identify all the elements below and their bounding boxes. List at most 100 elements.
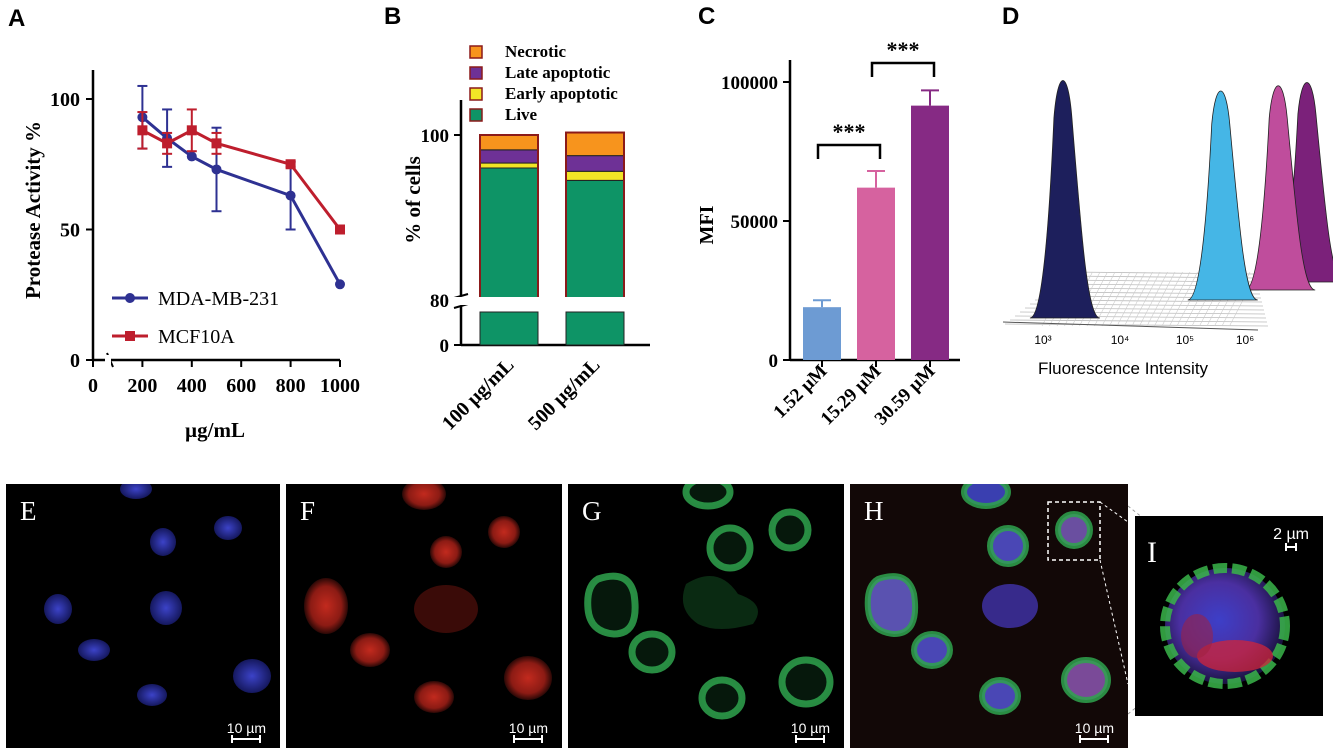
b-legend-label: Necrotic	[505, 42, 566, 61]
panel-b-stacked-bar-chart: % of cells 0 80 100 100 µg/mL 500 µg/mL Necr…	[401, 42, 670, 435]
a-point	[335, 224, 345, 235]
d-grid-line	[1116, 271, 1146, 327]
scale-bar-e: 10 µm	[227, 720, 266, 743]
a-point	[285, 159, 296, 170]
c-y-tick-label: 100000	[721, 73, 778, 94]
b-y-tick-label: 0	[440, 336, 450, 357]
d-grid-line	[1004, 323, 1269, 327]
panel-label-b: B	[384, 3, 401, 30]
c-y-label: MFI	[696, 205, 718, 244]
a-x-tick-label: 0	[88, 375, 98, 397]
panel-label-d: D	[1002, 3, 1019, 30]
c-significance-label: ***	[833, 119, 866, 144]
a-x-label: µg/mL	[185, 418, 245, 442]
d-grid-line	[1131, 271, 1161, 327]
d-x-label: Fluorescence Intensity	[1038, 359, 1209, 378]
a-x-tick-label: 200	[127, 375, 157, 397]
panel-a-line-chart: Protease Activity % µg/mL 0 50 1000 200 400 6…	[21, 70, 360, 442]
b-bar-segment	[479, 149, 539, 164]
micrograph-h-merged: H 10 µm	[850, 484, 1128, 748]
b-legend-label: Early apoptotic	[505, 84, 618, 103]
c-significance-bracket	[870, 61, 936, 77]
a-legend-marker	[125, 331, 135, 341]
micrograph-g-green: G 10 µm	[568, 484, 844, 748]
b-bar-segment	[479, 162, 539, 169]
micrograph-f-red: F 10 µm	[286, 484, 562, 748]
panel-label-a: A	[8, 5, 25, 32]
a-x-tick-label: 1000	[320, 375, 360, 397]
panel-label-f: F	[300, 496, 316, 526]
c-bar	[803, 307, 841, 360]
d-grid-line	[1124, 271, 1153, 327]
d-x-axis	[1002, 321, 1259, 331]
a-point	[186, 151, 197, 162]
scale-bar-h: 10 µm	[1075, 720, 1114, 743]
d-grid-line	[1169, 271, 1198, 327]
b-bar-segment	[479, 134, 539, 151]
d-grid-line	[1161, 271, 1191, 327]
panel-label-h: H	[864, 496, 884, 526]
panel-label-c: C	[698, 3, 715, 30]
d-grid-line	[1009, 319, 1268, 323]
a-x-tick-label: 800	[276, 375, 306, 397]
a-series-line	[141, 116, 342, 286]
d-histogram-peak	[1245, 85, 1316, 291]
panel-d-histogram-overlay: 10³ 10⁴ 10⁵ 10⁶ Fluorescence Intensity	[1002, 80, 1333, 378]
c-category-label: 30.59 µM	[871, 361, 940, 430]
a-point	[335, 279, 345, 290]
a-point	[137, 125, 148, 136]
b-y-label: % of cells	[401, 156, 425, 243]
b-legend-label: Live	[505, 105, 538, 124]
a-y-label: Protease Activity %	[21, 121, 45, 299]
a-legend-marker	[125, 293, 135, 303]
a-y-tick-label: 0	[70, 350, 80, 372]
a-x-tick-label: 600	[226, 375, 256, 397]
d-x-tick-label: 10⁴	[1111, 333, 1130, 347]
micrograph-i-zoom: I 2 µm	[1135, 516, 1323, 716]
d-grid-line	[1094, 271, 1123, 327]
b-category-label: 500 µg/mL	[524, 354, 605, 435]
panel-label-e: E	[20, 496, 37, 526]
b-bar-segment	[565, 170, 625, 181]
b-legend-swatch	[469, 108, 483, 122]
c-significance-bracket	[816, 143, 882, 159]
a-y-tick-label: 50	[60, 220, 80, 242]
d-histogram-peak	[1187, 90, 1258, 301]
c-bar	[911, 105, 949, 360]
b-category-label: 100 µg/mL	[438, 354, 519, 435]
panel-label-g: G	[582, 496, 602, 526]
a-point	[186, 125, 197, 136]
d-grid-line	[1109, 271, 1138, 327]
b-y-tick-label: 80	[430, 291, 449, 312]
a-x-tick-label: 400	[177, 375, 207, 397]
scale-bar-g: 10 µm	[791, 720, 830, 743]
d-x-tick-label: 10⁶	[1236, 333, 1254, 347]
b-legend-swatch	[469, 45, 483, 59]
d-grid-line	[1154, 271, 1183, 327]
b-legend-swatch	[469, 87, 483, 101]
d-grid-line	[1139, 271, 1168, 327]
a-point	[162, 138, 173, 149]
scale-bar-f: 10 µm	[509, 720, 548, 743]
c-y-tick-label: 0	[769, 351, 779, 372]
zoomed-cell	[1160, 563, 1290, 689]
merged-cells	[864, 484, 1128, 715]
b-bar-segment	[565, 155, 625, 172]
a-axis-break-gap	[105, 355, 111, 365]
red-stained-cells	[304, 484, 552, 713]
a-legend-label: MDA-MB-231	[158, 288, 279, 310]
panel-label-i: I	[1147, 536, 1157, 569]
b-bar-segment	[479, 311, 539, 346]
c-significance-label: ***	[887, 37, 920, 62]
d-grid-line	[1101, 271, 1131, 327]
a-point	[211, 138, 222, 149]
b-bar-segment	[565, 311, 625, 346]
micrograph-e-nuclei: E 10 µm	[6, 484, 280, 748]
charts-figure: A B C D Protease Activity % µg/mL 0 50 100…	[8, 3, 1333, 442]
b-bar-segment	[565, 179, 625, 301]
d-histogram-peak	[1029, 80, 1101, 319]
d-x-tick-label: 10³	[1034, 333, 1051, 347]
b-y-tick-label: 100	[421, 126, 450, 147]
scale-bar-i: 2 µm	[1273, 526, 1309, 551]
